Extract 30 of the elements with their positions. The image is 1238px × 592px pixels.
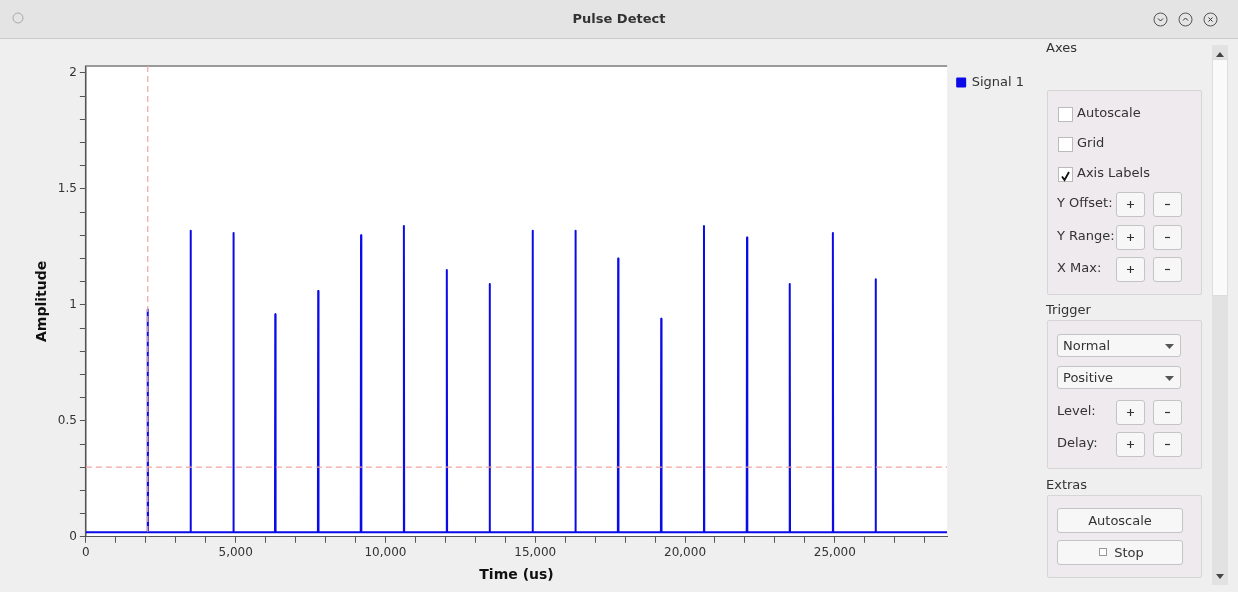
text: Stop [1114, 545, 1144, 560]
x-tick-label: 25,000 [813, 545, 856, 560]
x-tick-label: 20,000 [664, 545, 707, 560]
text: Grid [1077, 135, 1105, 150]
y-tick-label: 0 [69, 528, 77, 543]
x-tick-label: 10,000 [364, 545, 407, 560]
text: Y Range: [1057, 228, 1115, 243]
text: Delay: [1057, 435, 1098, 450]
text: Extras [1046, 477, 1088, 492]
text: Axis Labels [1077, 165, 1150, 180]
legend-label: Signal 1 [971, 73, 1025, 89]
text: Level: [1057, 403, 1096, 418]
text: Trigger [1046, 302, 1091, 317]
y-tick-label: 2 [69, 65, 77, 80]
text: X Max: [1057, 260, 1102, 275]
text: Autoscale [1077, 105, 1141, 120]
y-axis-title: Amplitude [33, 260, 50, 343]
y-tick-label: 0.5 [57, 412, 77, 427]
y-tick-label: 1 [69, 297, 77, 311]
text: Axes [1046, 40, 1077, 55]
text: Autoscale [1057, 508, 1183, 533]
text: Positive [1057, 366, 1181, 389]
y-tick-label: 1.5 [57, 181, 77, 196]
text: Normal [1057, 334, 1181, 357]
x-tick-label: 0 [82, 545, 90, 560]
chart-title: Pulse Detect [571, 11, 667, 26]
x-tick-label: 15,000 [514, 545, 557, 560]
x-tick-label: 5,000 [218, 545, 253, 560]
x-axis-title: Time (us) [479, 566, 554, 583]
text: Y Offset: [1057, 195, 1113, 210]
